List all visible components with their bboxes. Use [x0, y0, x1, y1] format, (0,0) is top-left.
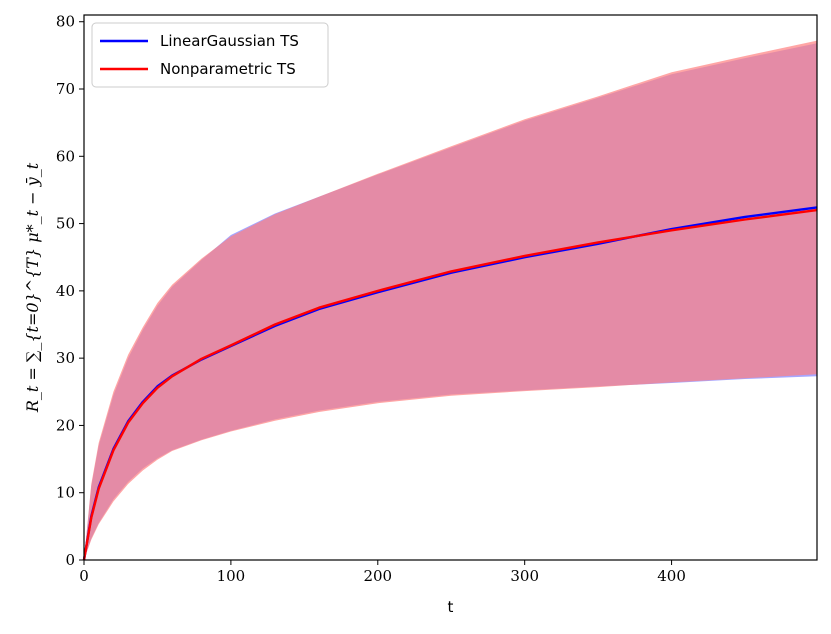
y-axis-ticks: 0 10 20 30 40 50 60 70 80: [56, 13, 84, 569]
line-series-2: [82, 208, 818, 561]
legend-label-2: Nonparametric TS: [160, 60, 296, 78]
x-axis-ticks: 0 100 200 300 400: [79, 560, 686, 585]
x-axis-label: t: [448, 598, 454, 616]
legend-label-1: LinearGaussian TS: [160, 32, 299, 50]
legend: LinearGaussian TS Nonparametric TS: [91, 22, 329, 88]
x-tick-label: 400: [657, 567, 686, 585]
x-tick-label: 300: [510, 567, 539, 585]
y-tick-label: 50: [56, 215, 75, 233]
legend-box: [91, 22, 329, 88]
y-tick-label: 40: [56, 282, 75, 300]
y-axis-label: R_t = ∑_{t=0}^{T} μ*_t − ȳ_t: [23, 162, 42, 413]
plot-frame: [83, 14, 818, 561]
confidence-bands: [84, 40, 817, 561]
x-tick-label: 0: [79, 567, 89, 585]
band-series-2: [84, 40, 817, 561]
y-tick-label: 10: [56, 484, 75, 502]
y-tick-label: 70: [56, 80, 75, 98]
series-lines: [82, 206, 818, 561]
y-tick-label: 0: [65, 551, 75, 569]
x-tick-label: 100: [217, 567, 246, 585]
y-tick-label: 60: [56, 147, 75, 165]
y-tick-label: 30: [56, 349, 75, 367]
x-tick-label: 200: [363, 567, 392, 585]
y-tick-label: 80: [56, 13, 75, 31]
y-tick-label: 20: [56, 416, 75, 434]
